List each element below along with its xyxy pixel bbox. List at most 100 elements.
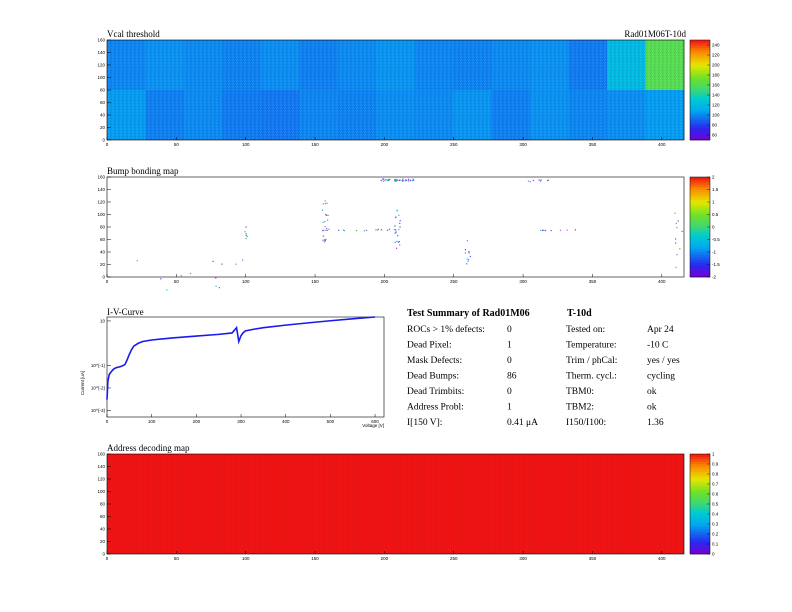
address-decoding-palette: 0 0.1 0.2 0.3 0.4 0.5 0.6 0.7 0.8 0.9 1 xyxy=(689,452,719,557)
palette-cell xyxy=(690,244,710,248)
x-tick-label: 100 xyxy=(242,556,250,561)
dead-bump xyxy=(468,252,470,254)
address-decoding-columns xyxy=(107,454,684,554)
x-tick-label: 500 xyxy=(327,419,335,424)
dead-bump xyxy=(325,214,328,216)
x-tick-label: 400 xyxy=(658,279,666,284)
palette-cell xyxy=(690,189,710,193)
palette-tick-label: 80 xyxy=(712,123,718,128)
palette-cell xyxy=(690,262,710,265)
palette-cell xyxy=(690,219,710,223)
dead-bump xyxy=(574,229,576,231)
y-tick-label: 20 xyxy=(100,125,106,130)
y-tick-label: 60 xyxy=(100,237,106,242)
palette-cell xyxy=(690,52,710,56)
palette-cell xyxy=(690,519,710,522)
iv-curve-frame xyxy=(106,316,385,418)
palette-cell xyxy=(690,237,710,240)
palette-cell xyxy=(690,90,710,93)
dead-bump xyxy=(546,179,549,182)
x-tick-label: 400 xyxy=(658,142,666,147)
palette-cell xyxy=(690,67,710,71)
y-tick-label: 80 xyxy=(100,502,106,507)
dead-bump xyxy=(382,178,385,180)
dead-bump xyxy=(677,220,679,222)
dead-bump xyxy=(246,235,248,238)
dead-bump xyxy=(397,235,399,237)
dead-bump xyxy=(468,250,470,253)
dead-bump xyxy=(218,286,220,289)
dead-bump xyxy=(393,180,396,182)
palette-cell xyxy=(690,269,710,273)
palette-cell xyxy=(690,214,710,218)
dead-bump xyxy=(322,230,324,232)
test-summary: Test Summary of Rad01M06 T-10d ROCs > 1%… xyxy=(407,308,680,428)
y-tick-label: 80 xyxy=(100,225,106,230)
y-tick-label: 0 xyxy=(102,138,105,143)
dead-bump xyxy=(674,212,676,214)
summary-label: Temperature: xyxy=(566,341,617,351)
dead-bump xyxy=(385,178,387,181)
iv-curve-axes: 0 100 200 300 400 500 600 10 10^{-1} 10^{-2} 10^{-… xyxy=(91,318,379,424)
palette-cell xyxy=(690,80,710,83)
dead-bump xyxy=(394,180,397,182)
palette-cell xyxy=(690,97,710,101)
palette-cell xyxy=(690,179,710,183)
palette-cell xyxy=(690,137,710,141)
dead-bump xyxy=(394,232,396,234)
dead-bump xyxy=(394,241,396,243)
summary-label: TBM2: xyxy=(566,403,594,413)
summary-label: TBM0: xyxy=(566,387,594,397)
x-tick-label: 0 xyxy=(106,142,109,147)
dead-bump xyxy=(399,222,401,224)
palette-cell xyxy=(690,194,710,198)
palette-frame xyxy=(689,39,711,141)
palette-cell xyxy=(690,187,710,190)
dead-bump xyxy=(405,179,408,182)
palette-cell xyxy=(690,130,710,133)
y-tick-label: 100 xyxy=(97,212,105,217)
dead-bump xyxy=(538,179,540,181)
palette-cell xyxy=(690,529,710,532)
x-tick-label: 300 xyxy=(237,419,245,424)
palette-cell xyxy=(690,85,710,88)
palette-cell xyxy=(690,182,710,185)
palette-cell xyxy=(690,464,710,467)
palette-tick-label: 0.2 xyxy=(712,532,719,537)
dead-bump xyxy=(395,229,397,231)
vcal-threshold-axes: 0 50 100 150 200 250 300 350 400 0 20 40 60 80 100 120 1… xyxy=(97,38,666,148)
palette-cell xyxy=(690,252,710,255)
x-tick-label: 100 xyxy=(242,279,250,284)
palette-cell xyxy=(690,267,710,270)
palette-cell xyxy=(690,199,710,203)
palette-tick-label: 0.8 xyxy=(712,472,719,477)
palette-cell xyxy=(690,474,710,477)
palette-cell xyxy=(690,501,710,505)
summary-value: cycling xyxy=(647,372,675,382)
x-tick-label: 300 xyxy=(519,142,527,147)
address-decoding-panel: Address decoding map 0 50 100 150 200 250 300 3… xyxy=(97,443,718,561)
vcal-threshold-panel: Vcal threshold 0 50 100 150 200 250 300 350 4000… xyxy=(97,29,720,147)
palette-tick-label: 0.5 xyxy=(712,502,719,507)
palette-cell xyxy=(690,511,710,515)
x-tick-label: 200 xyxy=(381,142,389,147)
bump-bonding-marks xyxy=(136,178,683,291)
summary-value: 0 xyxy=(507,387,512,397)
palette-tick-label: 2 xyxy=(712,175,715,180)
palette-cell xyxy=(690,50,710,53)
palette-tick-label: 0.1 xyxy=(712,542,719,547)
dead-bump xyxy=(401,180,404,182)
palette-cell xyxy=(690,102,710,106)
dead-bump xyxy=(399,220,401,222)
y-tick-label: 140 xyxy=(97,187,105,192)
dead-bump xyxy=(189,272,192,275)
dead-bump xyxy=(384,179,386,181)
palette-tick-label: -1.5 xyxy=(712,262,720,267)
dead-bump xyxy=(215,277,217,279)
summary-value: ok xyxy=(647,387,657,397)
palette-cell xyxy=(690,122,710,126)
dead-bump xyxy=(412,178,414,180)
palette-tick-label: 1.5 xyxy=(712,187,719,192)
palette-cell xyxy=(690,127,710,131)
dead-bump xyxy=(398,228,400,231)
